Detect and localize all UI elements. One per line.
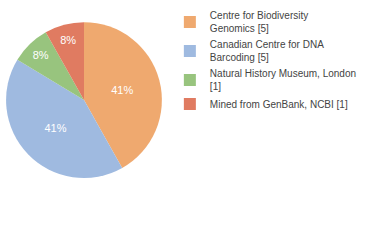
svg-text:8%: 8% bbox=[33, 49, 49, 61]
svg-text:41%: 41% bbox=[44, 122, 66, 134]
svg-text:8%: 8% bbox=[60, 34, 76, 46]
svg-text:Centre for BiodiversityGenomic: Centre for BiodiversityGenomics [5] bbox=[210, 10, 308, 34]
svg-text:41%: 41% bbox=[111, 84, 133, 96]
svg-text:Canadian Centre for DNABarcodi: Canadian Centre for DNABarcoding [5] bbox=[210, 39, 324, 63]
svg-text:Natural History Museum, London: Natural History Museum, London[1] bbox=[210, 68, 356, 92]
svg-text:Mined from GenBank, NCBI [1]: Mined from GenBank, NCBI [1] bbox=[210, 99, 348, 110]
